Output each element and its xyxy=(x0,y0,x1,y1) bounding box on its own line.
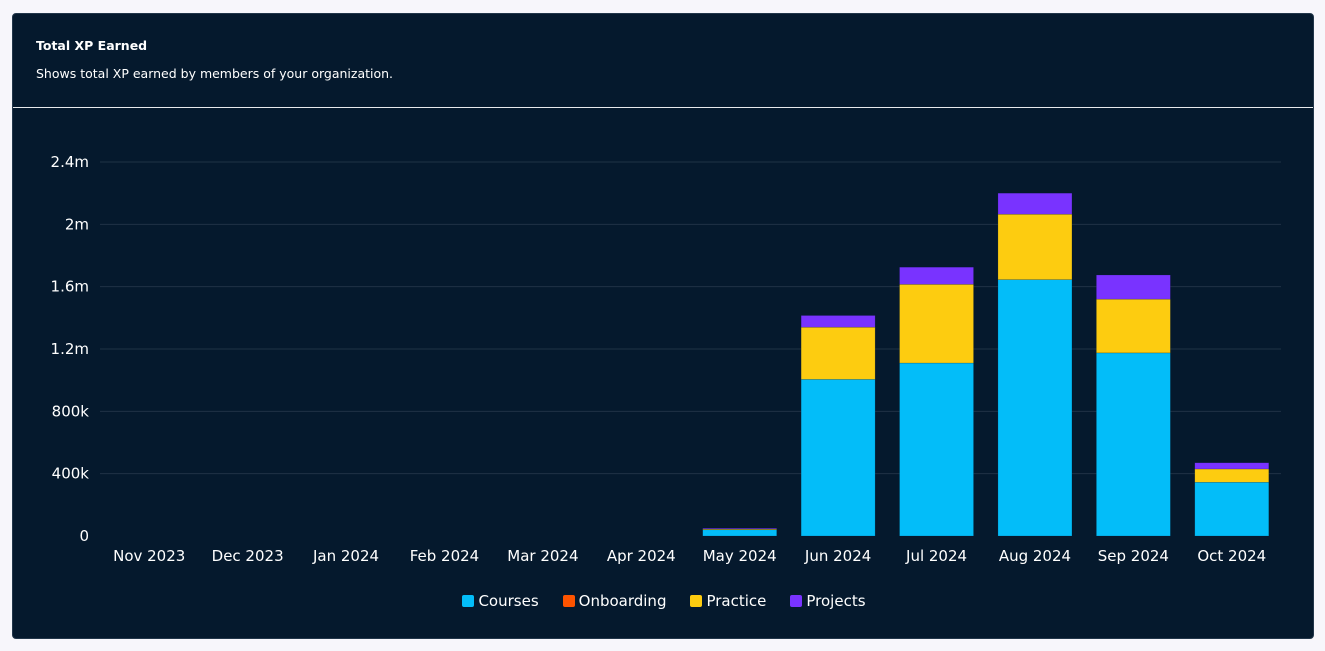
x-tick-label: Oct 2024 xyxy=(1197,547,1266,565)
bar-segment-projects[interactable] xyxy=(800,315,876,328)
y-tick-label: 0 xyxy=(79,527,89,545)
y-tick-label: 800k xyxy=(52,402,90,420)
x-tick-label: Nov 2023 xyxy=(113,547,185,565)
legend-label: Projects xyxy=(806,592,866,610)
card-title: Total XP Earned xyxy=(36,38,148,53)
bar-segment-courses[interactable] xyxy=(997,279,1073,537)
bar-segment-practice[interactable] xyxy=(800,326,876,380)
x-tick-label: Dec 2023 xyxy=(212,547,284,565)
x-tick-label: May 2024 xyxy=(703,547,777,565)
chart-legend: Courses Onboarding Practice Projects xyxy=(13,592,1313,610)
bar-segment-projects[interactable] xyxy=(1194,462,1270,470)
x-tick-label: Aug 2024 xyxy=(999,547,1071,565)
bar-segment-projects[interactable] xyxy=(997,192,1073,215)
bar-segment-courses[interactable] xyxy=(800,379,876,537)
y-tick-label: 1.2m xyxy=(51,340,89,358)
bar-segment-courses[interactable] xyxy=(899,362,974,537)
x-axis: Nov 2023 Dec 2023 Jan 2024 Feb 2024 Mar 2024… xyxy=(113,547,1266,565)
legend-swatch xyxy=(790,595,803,607)
y-tick-label: 2m xyxy=(65,215,89,233)
card-subtitle: Shows total XP earned by members of your… xyxy=(36,66,394,81)
legend-label: Practice xyxy=(706,592,767,610)
x-tick-label: Mar 2024 xyxy=(507,547,578,565)
legend-swatch xyxy=(462,595,475,607)
x-tick-label: Sep 2024 xyxy=(1098,547,1169,565)
bar-segment-practice[interactable] xyxy=(1096,298,1171,354)
legend-swatch xyxy=(562,595,575,607)
y-tick-label: 1.6m xyxy=(51,278,89,296)
x-tick-label: Jan 2024 xyxy=(312,547,379,565)
bar-segment-practice[interactable] xyxy=(899,284,974,364)
legend-item-courses[interactable]: Courses xyxy=(462,592,539,610)
x-tick-label: Feb 2024 xyxy=(410,547,480,565)
chart-card: Total XP Earned Shows total XP earned by… xyxy=(12,13,1314,639)
bar-segment-practice[interactable] xyxy=(1194,468,1270,483)
legend-item-projects[interactable]: Projects xyxy=(790,592,866,610)
bar-segment-projects[interactable] xyxy=(702,527,777,530)
x-tick-label: Jul 2024 xyxy=(905,547,967,565)
bar-segment-projects[interactable] xyxy=(899,266,974,285)
y-tick-label: 400k xyxy=(52,465,90,483)
bar-segment-projects[interactable] xyxy=(1096,274,1171,300)
stacked-bar-chart: 0 400k 800k 1.2m 1.6m 2m 2.4m Nov 2023 Dec 2023… xyxy=(51,153,1281,565)
bars xyxy=(702,192,1270,537)
card-header: Total XP Earned Shows total XP earned by… xyxy=(13,14,1313,108)
bar-segment-practice[interactable] xyxy=(997,213,1073,280)
bar-segment-courses[interactable] xyxy=(1096,352,1171,537)
y-axis: 0 400k 800k 1.2m 1.6m 2m 2.4m xyxy=(51,153,90,545)
grid-lines xyxy=(100,161,1281,475)
bar-segment-courses[interactable] xyxy=(1194,481,1270,537)
legend-item-onboarding[interactable]: Onboarding xyxy=(562,592,667,610)
legend-swatch xyxy=(690,595,703,607)
x-tick-label: Apr 2024 xyxy=(607,547,676,565)
legend-item-practice[interactable]: Practice xyxy=(690,592,766,610)
y-tick-label: 2.4m xyxy=(51,153,89,171)
x-tick-label: Jun 2024 xyxy=(804,547,871,565)
legend-label: Onboarding xyxy=(578,592,667,610)
legend-label: Courses xyxy=(478,592,539,610)
bar-segment-courses[interactable] xyxy=(702,529,777,537)
